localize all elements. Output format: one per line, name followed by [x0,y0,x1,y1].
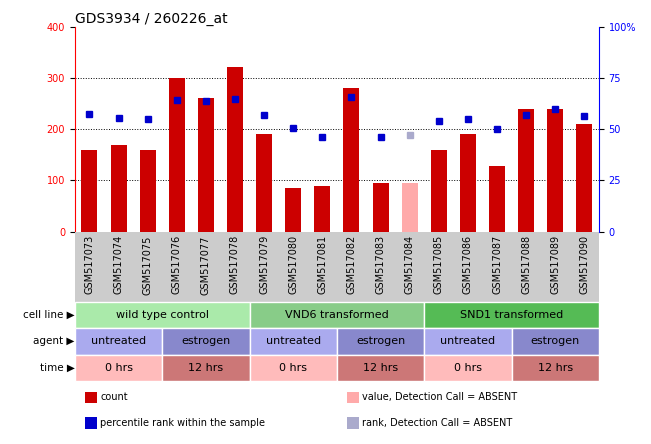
Bar [489,166,505,232]
Text: GSM517089: GSM517089 [550,235,561,294]
Bar [512,355,599,381]
Bar [337,328,424,355]
Text: GSM517075: GSM517075 [143,235,152,294]
Text: estrogen: estrogen [356,337,405,346]
Bar [227,67,243,232]
Bar [249,302,424,328]
Text: 12 hrs: 12 hrs [188,363,223,373]
Bar [111,144,126,232]
Bar [169,78,185,232]
Bar [81,150,98,232]
Text: wild type control: wild type control [116,310,209,320]
Bar [140,150,156,232]
Text: GSM517087: GSM517087 [492,235,502,294]
Bar [249,328,337,355]
Text: GDS3934 / 260226_at: GDS3934 / 260226_at [75,12,227,26]
Text: percentile rank within the sample: percentile rank within the sample [100,418,265,428]
Bar [75,328,162,355]
Bar [512,328,599,355]
Bar [348,417,359,429]
Bar [162,328,249,355]
Bar [460,134,476,232]
Text: GSM517086: GSM517086 [463,235,473,294]
Bar [547,109,563,232]
Text: agent ▶: agent ▶ [33,337,75,346]
Text: GSM517077: GSM517077 [201,235,211,294]
Text: GSM517084: GSM517084 [405,235,415,294]
Text: GSM517076: GSM517076 [172,235,182,294]
Bar [424,302,599,328]
Bar [285,188,301,232]
Text: cell line ▶: cell line ▶ [23,310,75,320]
Text: GSM517085: GSM517085 [434,235,444,294]
Text: 0 hrs: 0 hrs [454,363,482,373]
Text: estrogen: estrogen [531,337,580,346]
Bar [431,150,447,232]
Text: GSM517082: GSM517082 [346,235,357,294]
Text: 0 hrs: 0 hrs [279,363,307,373]
Text: count: count [100,392,128,402]
Text: GSM517081: GSM517081 [317,235,327,294]
Text: 0 hrs: 0 hrs [105,363,133,373]
Text: GSM517074: GSM517074 [113,235,124,294]
Text: GSM517088: GSM517088 [521,235,531,294]
Bar [198,99,214,232]
Text: VND6 transformed: VND6 transformed [285,310,389,320]
Bar [85,392,97,403]
Bar [75,302,249,328]
Bar [337,355,424,381]
Text: estrogen: estrogen [181,337,230,346]
Bar [162,355,249,381]
Text: SND1 transformed: SND1 transformed [460,310,563,320]
Bar [372,183,389,232]
Text: GSM517079: GSM517079 [259,235,269,294]
Bar [424,355,512,381]
Bar [256,134,272,232]
Text: GSM517078: GSM517078 [230,235,240,294]
Bar [249,355,337,381]
Bar [348,392,359,403]
Text: value, Detection Call = ABSENT: value, Detection Call = ABSENT [362,392,517,402]
Text: untreated: untreated [266,337,321,346]
Bar [85,417,97,429]
Bar [75,355,162,381]
Bar [402,183,418,232]
Text: 12 hrs: 12 hrs [363,363,398,373]
Bar [424,328,512,355]
Text: GSM517073: GSM517073 [85,235,94,294]
Text: untreated: untreated [440,337,495,346]
Text: GSM517090: GSM517090 [579,235,589,294]
Bar [518,109,534,232]
Bar [344,88,359,232]
Text: 12 hrs: 12 hrs [538,363,573,373]
Text: untreated: untreated [91,337,146,346]
Text: GSM517083: GSM517083 [376,235,385,294]
Bar [314,186,330,232]
Bar [576,124,592,232]
Text: time ▶: time ▶ [40,363,75,373]
Text: GSM517080: GSM517080 [288,235,298,294]
Text: rank, Detection Call = ABSENT: rank, Detection Call = ABSENT [362,418,512,428]
